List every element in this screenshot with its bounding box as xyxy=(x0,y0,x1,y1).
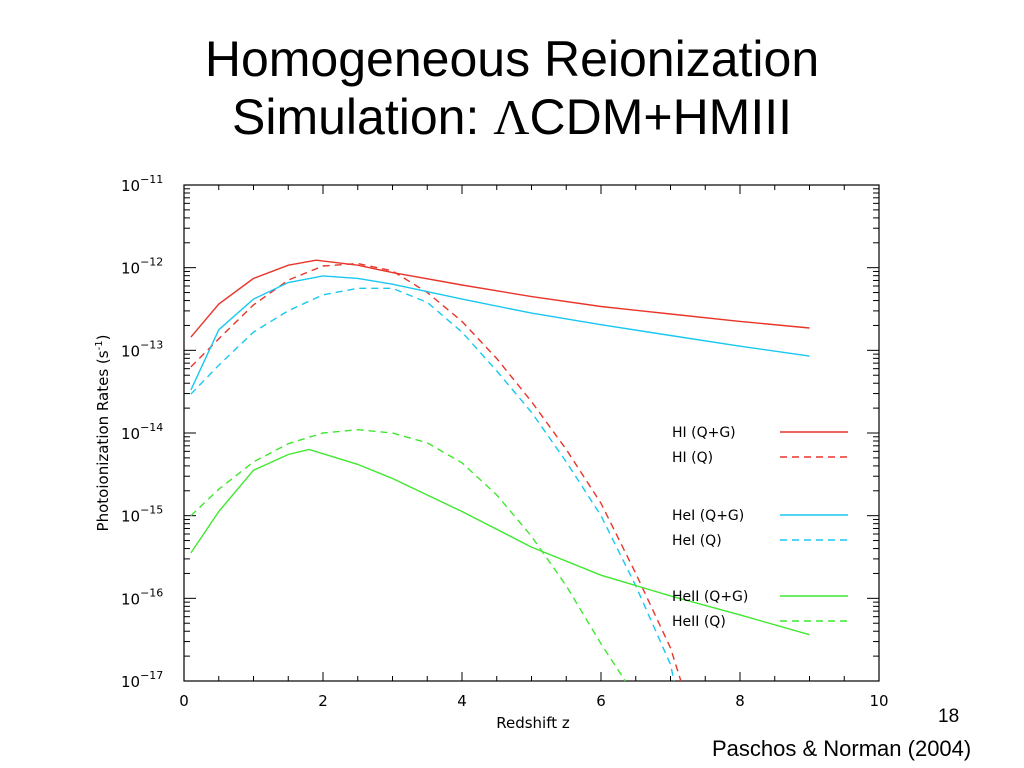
y-tick-label: 10−13 xyxy=(121,338,163,360)
y-tick-label: 10−14 xyxy=(121,421,163,443)
series-line-5 xyxy=(190,428,626,682)
y-tick-label: 10−12 xyxy=(121,256,163,278)
y-tick-base: 10 xyxy=(121,425,140,443)
citation: Paschos & Norman (2004) xyxy=(712,736,972,761)
y-tick-base: 10 xyxy=(121,673,140,691)
series-line-3 xyxy=(190,287,675,682)
y-tick-base: 10 xyxy=(121,342,140,360)
y-tick-label: 10−15 xyxy=(121,504,163,526)
y-tick-exponent: −13 xyxy=(140,338,163,351)
x-tick-label: 6 xyxy=(596,692,606,710)
y-tick-base: 10 xyxy=(121,508,140,526)
axis-ticks xyxy=(183,184,880,682)
y-axis-label-close: ) xyxy=(94,335,112,341)
series-line-4 xyxy=(190,448,810,636)
series-line-0 xyxy=(190,259,810,338)
y-axis-label-main: Photoionization Rates (s xyxy=(94,350,112,531)
title-line-2-prefix: Simulation: xyxy=(232,89,494,145)
legend-label: HI (Q) xyxy=(672,450,713,466)
legend-label: HeI (Q) xyxy=(672,533,722,549)
legend-label: HeII (Q) xyxy=(672,614,726,630)
y-tick-base: 10 xyxy=(121,177,140,195)
x-tick-label: 0 xyxy=(179,692,189,710)
x-axis-label: Redshift z xyxy=(496,714,570,732)
y-tick-exponent: −16 xyxy=(140,586,163,599)
x-tick-label: 8 xyxy=(735,692,745,710)
series-line-1 xyxy=(190,262,682,682)
series-lines xyxy=(190,259,810,682)
x-tick-label: 4 xyxy=(457,692,467,710)
y-tick-exponent: −15 xyxy=(140,504,163,517)
y-tick-exponent: −12 xyxy=(140,256,163,269)
legend-label: HeI (Q+G) xyxy=(672,508,744,524)
title-line-1: Homogeneous Reionization xyxy=(204,31,820,87)
y-tick-base: 10 xyxy=(121,590,140,608)
x-tick-label: 10 xyxy=(869,692,888,710)
y-tick-label: 10−11 xyxy=(121,173,163,195)
y-axis-label-sup: -1 xyxy=(94,340,105,350)
legend-label: HI (Q+G) xyxy=(672,425,736,441)
series-line-2 xyxy=(190,275,810,391)
slide-title: Homogeneous Reionization Simulation: ΛCD… xyxy=(0,30,1024,146)
plot-frame xyxy=(183,184,880,682)
y-tick-label: 10−17 xyxy=(121,669,163,691)
y-tick-exponent: −14 xyxy=(140,421,163,434)
x-tick-labels: 0 2 4 6 8 10 xyxy=(179,692,888,710)
x-tick-label: 2 xyxy=(318,692,328,710)
title-line-2: Simulation: ΛCDM+HMIII xyxy=(0,88,1024,146)
slide-number: 18 xyxy=(938,706,960,727)
y-tick-label: 10−16 xyxy=(121,586,163,608)
legend-label: HeII (Q+G) xyxy=(672,589,748,605)
y-tick-exponent: −11 xyxy=(140,173,163,186)
y-axis-label: Photoionization Rates (s-1) xyxy=(94,335,112,532)
title-line-2-suffix: CDM+HMIII xyxy=(529,89,793,145)
title-lambda: Λ xyxy=(493,89,530,145)
chart-legend: HI (Q+G) HI (Q) HeI (Q+G) HeI (Q) HeII (Q+G)… xyxy=(672,425,848,630)
y-tick-base: 10 xyxy=(121,260,140,278)
y-tick-exponent: −17 xyxy=(140,669,163,682)
